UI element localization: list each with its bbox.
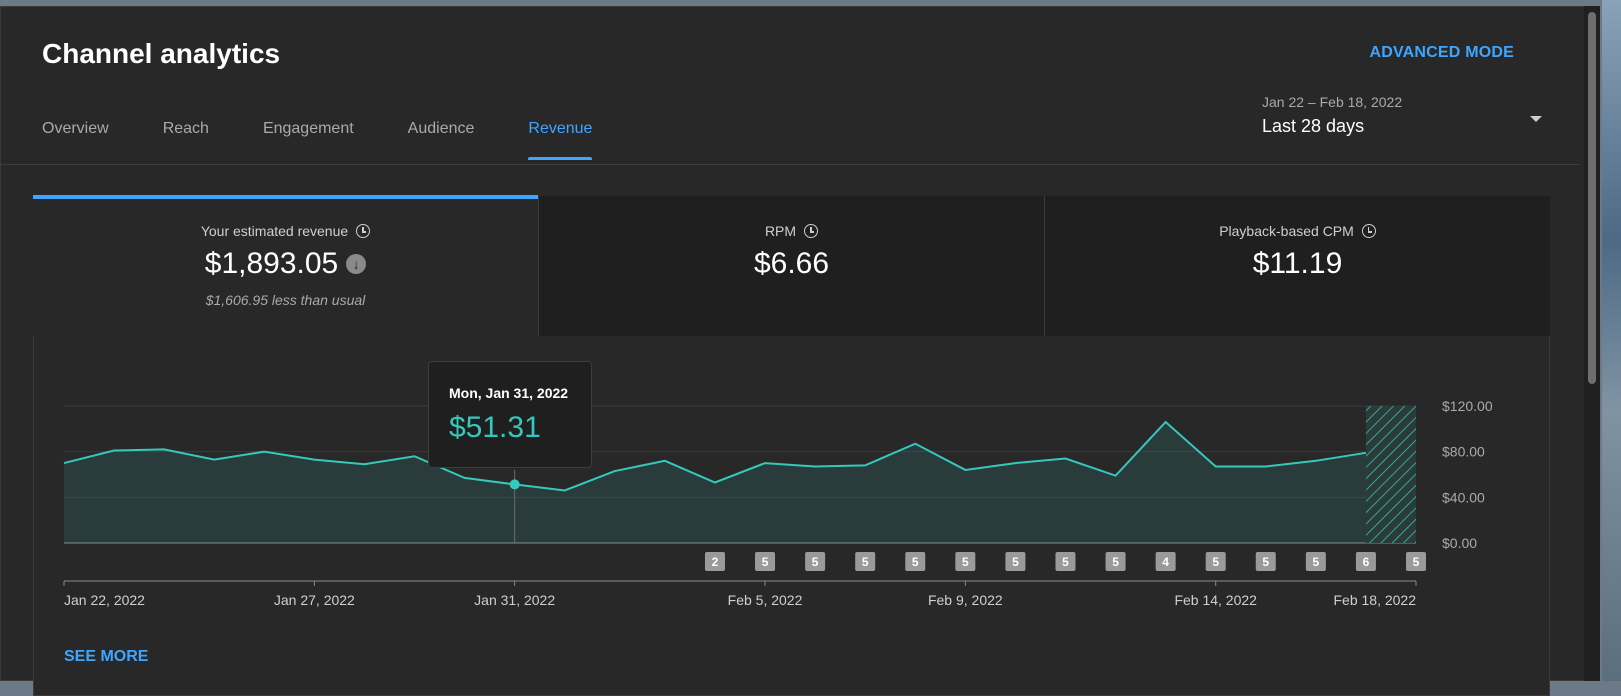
x-tick-label: Feb 5, 2022 [728,592,803,608]
tab-engagement[interactable]: Engagement [262,120,354,137]
metric-playback-cpm[interactable]: Playback-based CPM $11.19 [1044,196,1550,336]
tooltip-value: $51.31 [449,411,541,444]
upload-count-badge-label: 5 [962,555,969,569]
clock-icon[interactable] [1361,224,1376,238]
metric-value-wrapper: $1,893.05 ↓ [33,247,538,281]
upload-count-badge[interactable] [1355,552,1376,571]
upload-count-badge-label: 2 [712,555,719,569]
x-tick-label: Feb 14, 2022 [1174,592,1257,608]
upload-count-badge-label: 5 [762,555,769,569]
x-tick-label: Jan 27, 2022 [274,592,355,608]
upload-count-badge[interactable] [1305,552,1326,571]
tab-revenue[interactable]: Revenue [528,120,593,160]
tab-overview[interactable]: Overview [42,120,109,137]
upload-count-badge[interactable] [855,552,876,571]
incomplete-data-region [1365,406,1416,543]
metric-value: $11.19 [1252,247,1343,280]
upload-count-badge-label: 6 [1363,555,1370,569]
metric-label-wrapper: Your estimated revenue [200,223,371,239]
upload-count-badge-label: 5 [1112,555,1119,569]
date-range-picker[interactable]: Jan 22 – Feb 18, 2022 Last 28 days [1262,94,1542,144]
upload-count-badge[interactable] [1406,552,1426,571]
upload-count-badge-label: 5 [1262,555,1269,569]
metric-label: RPM [764,223,797,239]
x-tick-label: Feb 18, 2022 [1333,592,1416,608]
page-title: Channel analytics [42,38,281,69]
chart-tooltip: Mon, Jan 31, 2022 $51.31 [428,361,592,468]
metric-label-wrapper: Playback-based CPM [1219,223,1376,239]
y-tick-label: $80.00 [1442,444,1485,460]
metric-note: $1,606.95 less than usual [205,292,366,308]
tab-reach[interactable]: Reach [162,120,209,137]
dropdown-caret-icon [1530,116,1542,122]
upload-count-badge-label: 4 [1162,555,1169,569]
metric-estimated-revenue[interactable]: Your estimated revenue $1,893.05 ↓ $1,60… [33,195,538,336]
upload-count-badge[interactable] [1255,552,1276,571]
x-tick-label: Jan 22, 2022 [64,592,145,608]
upload-count-badge[interactable] [1005,552,1026,571]
upload-count-badge-label: 5 [1313,555,1320,569]
date-period-text: Last 28 days [1262,116,1365,136]
upload-count-badge-label: 5 [862,555,869,569]
scrollbar-thumb[interactable] [1588,12,1596,384]
upload-count-badge-label: 5 [1012,555,1019,569]
upload-count-badge-label: 5 [1413,555,1420,569]
date-range-text: Jan 22 – Feb 18, 2022 [1262,94,1403,110]
tab-audience[interactable]: Audience [407,120,475,137]
y-tick-label: $40.00 [1442,489,1485,505]
series-line [63,420,1367,492]
header-divider [0,164,1580,165]
metric-value-wrapper: $6.66 [539,247,1044,281]
metric-value-wrapper: $11.19 [1045,247,1550,281]
upload-count-badge[interactable] [755,552,776,571]
upload-count-badge[interactable] [704,552,725,571]
upload-count-badge[interactable] [905,552,926,571]
metric-rpm[interactable]: RPM $6.66 [538,196,1044,336]
upload-count-badge[interactable] [1155,552,1176,571]
clock-icon[interactable] [804,224,819,238]
y-tick-label: $0.00 [1442,535,1477,551]
advanced-mode-link[interactable]: ADVANCED MODE [1369,44,1514,61]
highlighted-point[interactable] [509,479,520,490]
tooltip-date: Mon, Jan 31, 2022 [449,385,569,401]
upload-count-badge-label: 5 [1212,555,1219,569]
metric-value: $6.66 [753,247,830,280]
see-more-button[interactable]: SEE MORE [64,648,149,665]
clock-icon[interactable] [356,224,371,238]
revenue-chart: $120.00 $80.00 $40.00 $0.00 2 5 5 5 5 5 5 5 5 4 5 5 5 6 5 J… [63,398,1493,608]
y-tick-label: $120.00 [1442,398,1493,414]
x-tick-label: Feb 9, 2022 [928,592,1003,608]
upload-count-badge[interactable] [1055,552,1076,571]
upload-count-badge-label: 5 [912,555,919,569]
upload-count-badge-label: 5 [812,555,819,569]
upload-count-badge-label: 5 [1062,555,1069,569]
tab-bar: Overview Reach Engagement Audience Reven… [42,120,646,160]
x-tick-label: Jan 31, 2022 [474,592,555,608]
metric-label: Playback-based CPM [1219,223,1354,239]
metric-label-wrapper: RPM [764,223,819,239]
upload-count-badge[interactable] [1105,552,1126,571]
desktop-wallpaper [1602,0,1621,681]
upload-count-badge[interactable] [1205,552,1226,571]
upload-count-badge[interactable] [955,552,976,571]
arrow-down-icon: ↓ [346,254,367,274]
upload-count-badge[interactable] [805,552,826,571]
metric-value: $1,893.05 [204,247,339,280]
metric-label: Your estimated revenue [200,223,349,239]
metric-cards: Your estimated revenue $1,893.05 ↓ $1,60… [33,195,1550,336]
